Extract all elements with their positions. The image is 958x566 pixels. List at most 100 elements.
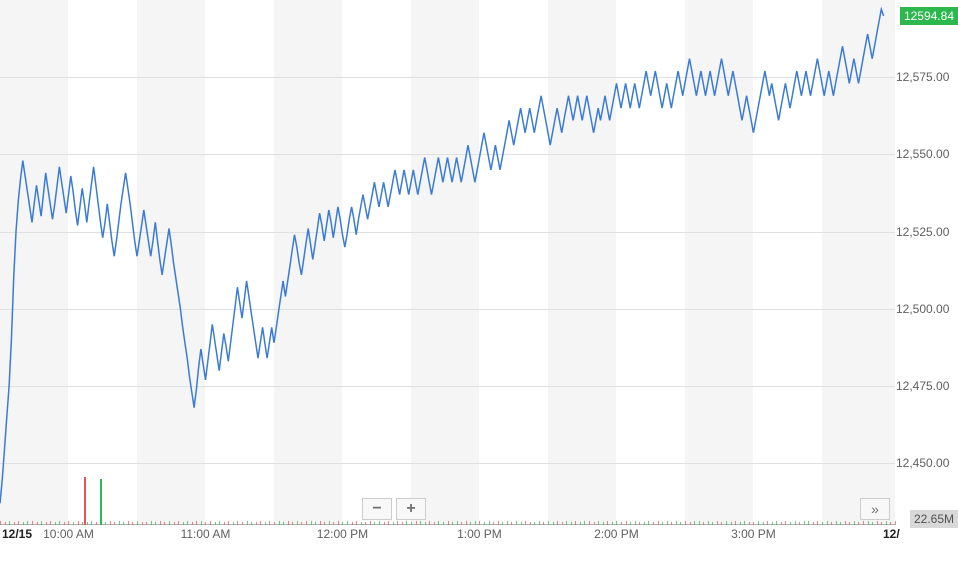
volume-bar (379, 521, 380, 525)
volume-bar (653, 522, 654, 525)
volume-bar (849, 522, 850, 525)
volume-bar (721, 522, 722, 525)
volume-bar (137, 521, 138, 525)
volume-bar (466, 521, 467, 525)
volume-bar (324, 522, 325, 525)
volume-bar (744, 521, 745, 525)
volume-bar (224, 522, 225, 525)
volume-bar (863, 521, 864, 525)
volume-bar (237, 521, 238, 525)
volume-bar (411, 522, 412, 525)
volume-bar (890, 522, 891, 525)
volume-bar (840, 522, 841, 525)
volume-bar (178, 521, 179, 525)
x-axis-date-label: 12/15 (2, 527, 32, 541)
volume-bar (676, 521, 677, 525)
volume-bar (215, 522, 216, 525)
volume-bar (315, 522, 316, 525)
volume-bar (183, 522, 184, 525)
volume-bar (192, 522, 193, 525)
volume-bar (790, 522, 791, 525)
volume-bar (151, 521, 152, 525)
volume-bar (434, 522, 435, 525)
volume-bar (205, 522, 206, 525)
volume-bar (461, 522, 462, 525)
x-axis-tick-label: 12:00 PM (317, 527, 368, 541)
volume-bar (548, 521, 549, 525)
volume-bar (836, 521, 837, 525)
volume-bar (274, 522, 275, 525)
volume-bar (370, 521, 371, 525)
volume-bar (858, 522, 859, 525)
plot-area[interactable] (0, 0, 895, 525)
volume-bar (452, 522, 453, 525)
volume-bar (493, 522, 494, 525)
volume-bar (557, 521, 558, 525)
volume-bar (256, 522, 257, 525)
volume-bar (196, 521, 197, 525)
volume-bar (827, 521, 828, 525)
volume-bar (580, 522, 581, 525)
volume-bar (621, 522, 622, 525)
volume-bar (479, 521, 480, 525)
volume-bar (831, 522, 832, 525)
volume-bar-spike (84, 477, 86, 525)
volume-bar-spike (100, 479, 102, 525)
volume-bar (785, 521, 786, 525)
volume-bar (635, 521, 636, 525)
volume-bar (260, 521, 261, 525)
volume-bar (169, 521, 170, 525)
volume-bar (525, 521, 526, 525)
volume-bar (105, 522, 106, 525)
volume-bar (201, 521, 202, 525)
volume-bar (804, 521, 805, 525)
x-axis-tick-label: 2:00 PM (594, 527, 639, 541)
volume-bar (0, 521, 1, 525)
volume-bar (247, 521, 248, 525)
volume-bar (142, 522, 143, 525)
volume-bar (443, 522, 444, 525)
volume-bar (658, 521, 659, 525)
volume-bar (416, 521, 417, 525)
volume-bar (817, 521, 818, 525)
last-price-value: 12594.84 (904, 9, 954, 23)
volume-bar (361, 522, 362, 525)
volume-bar (59, 521, 60, 525)
volume-bar (37, 522, 38, 525)
y-axis-tick-label: 12,525.00 (896, 225, 956, 239)
volume-bar (571, 522, 572, 525)
volume-bar (753, 522, 754, 525)
volume-bar (731, 522, 732, 525)
volume-bar (41, 521, 42, 525)
volume-bar (114, 522, 115, 525)
volume-bar (347, 521, 348, 525)
volume-bar (772, 522, 773, 525)
volume-bar (694, 521, 695, 525)
volume-bar (187, 521, 188, 525)
volume-bar (365, 522, 366, 525)
volume-bar (292, 522, 293, 525)
volume-bar (425, 522, 426, 525)
volume-bar (511, 522, 512, 525)
volume-bar (402, 522, 403, 525)
volume-bar (279, 521, 280, 525)
volume-bar (630, 522, 631, 525)
volume-bar (845, 521, 846, 525)
volume-bar (91, 521, 92, 525)
x-axis-tick-label: 11:00 AM (181, 527, 231, 541)
volume-bar (584, 521, 585, 525)
volume-bar (55, 522, 56, 525)
volume-bar (64, 522, 65, 525)
volume-bar (338, 521, 339, 525)
volume-bar (356, 521, 357, 525)
volume-bar (735, 521, 736, 525)
volume-bar (589, 521, 590, 525)
y-axis-tick-label: 12,450.00 (896, 456, 956, 470)
volume-bar (680, 522, 681, 525)
volume-bar (388, 521, 389, 525)
volume-bar (5, 522, 6, 525)
volume-bar (219, 521, 220, 525)
volume-bar (854, 521, 855, 525)
volume-bar (311, 521, 312, 525)
volume-bar (406, 521, 407, 525)
